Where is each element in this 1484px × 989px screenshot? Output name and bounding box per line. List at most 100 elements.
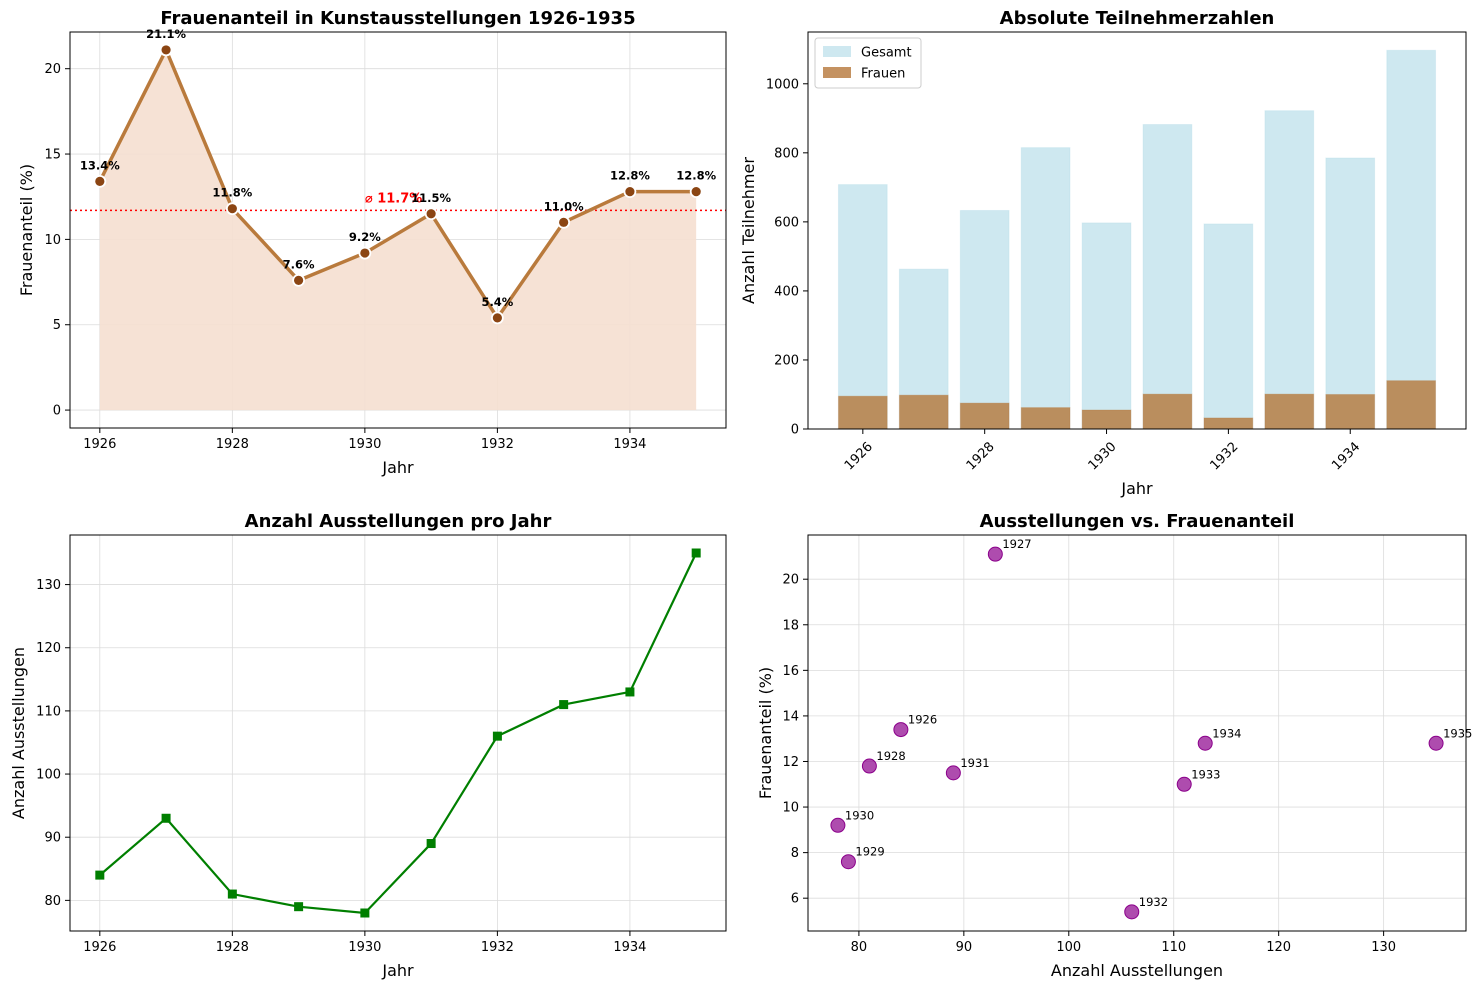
panel-3: 1926 1928 1930 1932 1934 80 90 100 110 120 130 Anza… — [9, 511, 727, 980]
scatter-point — [987, 546, 1003, 562]
y-tick-label: 10 — [782, 801, 799, 816]
y-tick-label: 130 — [36, 578, 61, 593]
scatter-point — [1176, 776, 1192, 792]
mean-label: ⌀ 11.7% — [365, 191, 422, 206]
bar-frauen — [1142, 393, 1193, 430]
data-label: 11.8% — [212, 186, 252, 200]
panel-1: ⌀ 11.7% 13.4% 21.1% 11.8% 7.6% 9.2% 11.5% 5.4% 1… — [17, 8, 727, 477]
x-tick-label: 1932 — [481, 940, 514, 955]
bar-frauen — [1386, 380, 1437, 430]
y-axis-label: Frauenanteil (%) — [756, 667, 775, 799]
scatter-point — [893, 722, 909, 738]
area-fill — [99, 49, 697, 411]
scatter-point — [1428, 735, 1444, 751]
scatter-point — [1197, 735, 1213, 751]
x-tick-label: 130 — [1371, 940, 1396, 955]
bar-gesamt — [1203, 223, 1254, 430]
y-tick-label: 10 — [44, 233, 61, 248]
data-point — [95, 870, 105, 880]
y-tick-label: 14 — [782, 709, 799, 724]
data-point — [623, 185, 637, 198]
point-label: 1927 — [1002, 537, 1031, 551]
bar-gesamt — [1386, 49, 1437, 430]
chart-title: Absolute Teilnehmerzahlen — [1000, 8, 1275, 29]
bar-gesamt — [1325, 157, 1376, 430]
y-tick-label: 20 — [44, 62, 61, 77]
x-tick-label: 1932 — [481, 437, 514, 452]
point-label: 1928 — [876, 749, 905, 763]
bar-gesamt — [1142, 124, 1193, 430]
panel-2: Gesamt Frauen 1926 1928 1930 1932 1934 0 200 400 6… — [739, 8, 1467, 498]
data-point — [161, 813, 171, 823]
legend-swatch — [823, 67, 851, 78]
plot-frame — [807, 31, 1467, 430]
plot-frame — [69, 534, 727, 932]
data-point — [424, 207, 438, 221]
bar-gesamt — [1081, 222, 1132, 430]
y-tick-label: 6 — [791, 892, 799, 907]
y-tick-label: 16 — [782, 664, 799, 679]
scatter-point — [840, 854, 856, 870]
x-tick-label: 1930 — [348, 940, 381, 955]
y-tick-label: 100 — [36, 768, 61, 783]
data-point — [358, 246, 372, 260]
x-tick-label: 90 — [956, 940, 973, 955]
x-tick-label: 80 — [851, 940, 868, 955]
x-tick-label: 1934 — [1329, 439, 1363, 473]
x-tick-label: 1934 — [613, 437, 646, 452]
data-point — [490, 311, 504, 325]
y-tick-label: 110 — [36, 704, 61, 719]
y-tick-label: 18 — [782, 618, 799, 633]
y-tick-label: 600 — [774, 215, 799, 230]
scatter-point — [861, 758, 877, 774]
data-point — [691, 548, 701, 558]
y-tick-label: 200 — [774, 353, 799, 368]
data-label: 5.4% — [481, 295, 513, 309]
legend-label: Frauen — [861, 67, 905, 82]
scatter-point — [945, 765, 961, 781]
x-tick-label: 110 — [1161, 940, 1186, 955]
legend-swatch — [823, 46, 851, 57]
legend: Gesamt Frauen — [814, 37, 922, 89]
data-label: 21.1% — [146, 27, 186, 41]
y-tick-label: 5 — [53, 318, 61, 333]
x-tick-label: 1930 — [1086, 439, 1120, 473]
chart-title: Ausstellungen vs. Frauenanteil — [980, 511, 1295, 532]
x-tick-label: 1928 — [216, 437, 249, 452]
x-tick-label: 1928 — [216, 940, 249, 955]
data-point — [159, 43, 173, 57]
series-line — [99, 552, 698, 915]
y-tick-label: 20 — [782, 573, 799, 588]
data-point — [294, 902, 304, 912]
x-axis-label: Jahr — [381, 961, 414, 980]
y-tick-label: 15 — [44, 148, 61, 163]
bar-gesamt — [1264, 110, 1315, 430]
y-tick-label: 8 — [791, 846, 799, 861]
x-tick-label: 1934 — [613, 940, 646, 955]
data-point — [559, 700, 569, 710]
y-tick-label: 0 — [53, 404, 61, 419]
y-axis-label: Anzahl Ausstellungen — [9, 647, 28, 819]
x-tick-label: 100 — [1056, 940, 1081, 955]
point-label: 1926 — [908, 713, 937, 727]
x-tick-label: 1926 — [842, 439, 876, 473]
point-label: 1929 — [855, 845, 884, 859]
data-point — [689, 185, 703, 198]
bar-gesamt — [959, 209, 1010, 430]
data-label: 9.2% — [349, 230, 381, 244]
data-point — [227, 889, 237, 899]
data-point — [426, 839, 436, 849]
y-tick-label: 1000 — [766, 77, 799, 92]
y-tick-label: 80 — [44, 894, 61, 909]
x-tick-label: 120 — [1266, 940, 1291, 955]
point-label: 1934 — [1212, 726, 1241, 740]
point-label: 1933 — [1191, 767, 1220, 781]
bar-frauen — [959, 402, 1010, 430]
data-point — [93, 174, 107, 188]
scatter-point — [830, 817, 846, 833]
point-label: 1932 — [1139, 895, 1168, 909]
data-point — [225, 202, 239, 216]
y-axis-label: Frauenanteil (%) — [17, 164, 36, 296]
y-tick-label: 90 — [44, 831, 61, 846]
